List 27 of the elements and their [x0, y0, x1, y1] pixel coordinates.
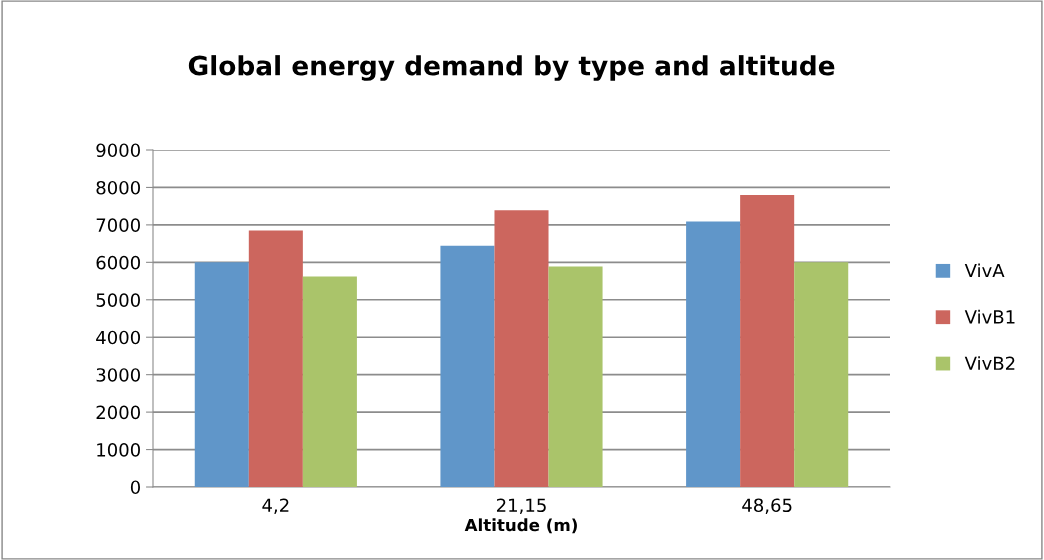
- bar: [548, 266, 603, 487]
- bar: [494, 210, 549, 487]
- y-tick-label: 9000: [96, 143, 140, 158]
- bar: [686, 221, 741, 487]
- bar: [794, 262, 849, 487]
- legend-label: VivB2: [964, 356, 1015, 370]
- legend-label: VivA: [964, 263, 1005, 278]
- y-tick-label: 4000: [96, 330, 140, 345]
- y-tick-label: 3000: [96, 368, 140, 382]
- x-tick-label: 48,65: [742, 498, 792, 514]
- chart-title: Global energy demand by type and altitude: [188, 55, 835, 81]
- bar: [740, 194, 795, 487]
- x-tick-label: 21,15: [496, 498, 546, 514]
- y-tick-label: 0: [130, 480, 140, 495]
- bar: [302, 276, 357, 487]
- x-tick-label: 4,2: [262, 498, 289, 514]
- y-tick-label: 2000: [96, 405, 140, 420]
- bar: [194, 262, 249, 487]
- y-tick-label: 5000: [96, 293, 140, 307]
- y-tick-label: 1000: [97, 443, 140, 457]
- y-tick-label: 7000: [96, 218, 140, 233]
- bar: [440, 245, 495, 487]
- y-tick-label: 8000: [96, 180, 140, 195]
- y-tick-label: 6000: [96, 255, 140, 270]
- bar: [248, 230, 303, 487]
- legend-label: VivB1: [964, 309, 1015, 324]
- x-axis-title: Altitude (m): [464, 518, 577, 534]
